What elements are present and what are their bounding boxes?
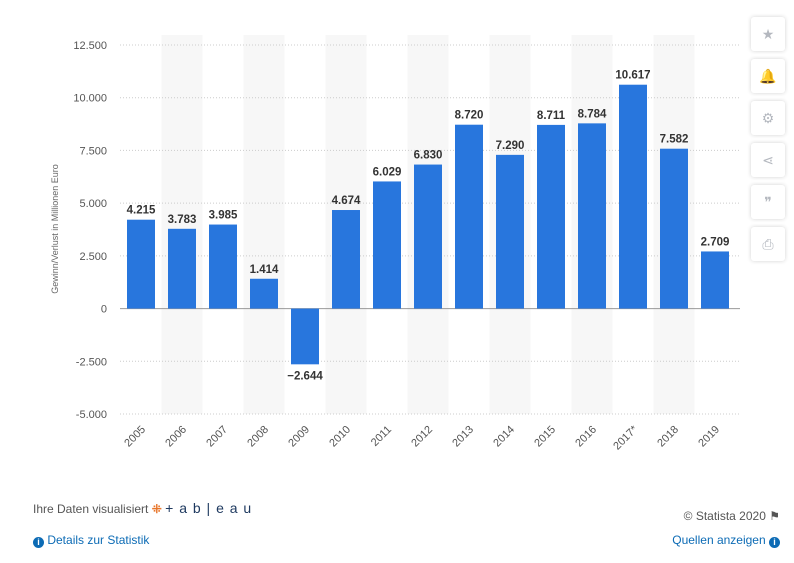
x-tick-label: 2019	[696, 424, 722, 450]
x-tick-label: 2014	[491, 424, 517, 450]
bar	[537, 124, 565, 309]
data-label: 8.784	[578, 108, 607, 120]
y-tick-label: -2.500	[76, 356, 107, 368]
x-tick-label: 2011	[369, 424, 394, 449]
bar	[701, 251, 729, 309]
data-label: 7.582	[660, 134, 689, 146]
copyright-text: © Statista 2020	[683, 509, 766, 523]
quote-icon: ❞	[764, 193, 772, 210]
bar	[660, 148, 688, 309]
bar	[619, 84, 647, 309]
bar	[168, 228, 196, 309]
x-tick-label: 2010	[327, 424, 353, 450]
y-tick-label: 12.500	[73, 40, 107, 52]
bar-chart: -5.000 -2.500 0 2.500 5.000 7.500 10.000 12.500…	[50, 35, 740, 453]
print-icon: ⎙	[762, 235, 774, 252]
y-tick-label: 5.000	[79, 198, 107, 210]
x-tick-label: 2012	[409, 424, 435, 450]
flag-icon[interactable]: ⚑	[769, 509, 780, 523]
bar	[578, 123, 606, 309]
data-label: 8.711	[537, 110, 566, 122]
data-label: 3.783	[168, 214, 197, 226]
data-label: 4.215	[127, 205, 156, 217]
bell-icon: 🔔	[759, 67, 777, 84]
y-tick-label: 2.500	[79, 251, 107, 263]
y-tick-label: 10.000	[73, 93, 107, 105]
bar	[414, 164, 442, 309]
data-label: 1.414	[250, 264, 279, 276]
gear-icon: ⚙	[761, 109, 775, 126]
tableau-logo-icon: ⁜	[151, 502, 162, 516]
data-label: 7.290	[496, 140, 525, 152]
share-icon: ⋖	[762, 151, 774, 168]
x-tick-label: 2016	[573, 424, 599, 450]
x-tick-label: 2013	[450, 424, 476, 450]
bar	[496, 154, 524, 309]
gear-button[interactable]: ⚙	[751, 101, 785, 135]
y-axis-label: Gewinn/Verlust in Millionen Euro	[50, 164, 60, 294]
x-tick-label: 2017*	[611, 423, 640, 452]
tableau-credit: Ihre Daten visualisiert ⁜ + a b | e a u	[33, 500, 252, 516]
data-label: 8.720	[455, 110, 484, 122]
data-label: 6.029	[373, 166, 402, 178]
sources-label: Quellen anzeigen	[672, 533, 766, 547]
x-tick-label: 2018	[655, 424, 681, 450]
tableau-text: Ihre Daten visualisiert	[33, 502, 149, 516]
quote-button[interactable]: ❞	[751, 185, 785, 219]
data-label: 3.985	[209, 210, 238, 222]
bar	[332, 210, 360, 309]
y-tick-label: 0	[101, 304, 107, 316]
info-icon: i	[769, 537, 780, 548]
details-link[interactable]: i Details zur Statistik	[33, 533, 149, 548]
tableau-logo[interactable]: + a b | e a u	[165, 500, 253, 516]
x-tick-label: 2008	[245, 424, 271, 450]
x-tick-label: 2009	[286, 424, 312, 450]
bar	[209, 224, 237, 309]
x-tick-label: 2015	[532, 424, 558, 450]
column-band	[243, 35, 285, 414]
info-icon: i	[33, 537, 44, 548]
x-tick-label: 2007	[204, 424, 230, 450]
data-label: 10.617	[615, 70, 650, 82]
sources-link[interactable]: Quellen anzeigen i	[672, 533, 780, 548]
bar	[127, 219, 155, 309]
data-label: −2.644	[287, 370, 323, 382]
y-tick-label: -5.000	[76, 409, 107, 421]
share-button[interactable]: ⋖	[751, 143, 785, 177]
bar	[291, 308, 319, 365]
bar	[373, 181, 401, 309]
x-tick-label: 2006	[163, 424, 189, 450]
x-tick-label: 2005	[122, 424, 148, 450]
bar	[455, 124, 483, 309]
data-label: 2.709	[701, 236, 730, 248]
data-label: 4.674	[332, 195, 361, 207]
bar	[250, 278, 278, 309]
star-icon: ★	[761, 25, 775, 42]
bell-button[interactable]: 🔔	[751, 59, 785, 93]
details-label: Details zur Statistik	[47, 533, 150, 547]
print-button[interactable]: ⎙	[751, 227, 785, 261]
copyright: © Statista 2020 ⚑	[684, 509, 780, 523]
y-tick-label: 7.500	[79, 145, 107, 157]
data-label: 6.830	[414, 150, 443, 162]
star-button[interactable]: ★	[751, 17, 785, 51]
